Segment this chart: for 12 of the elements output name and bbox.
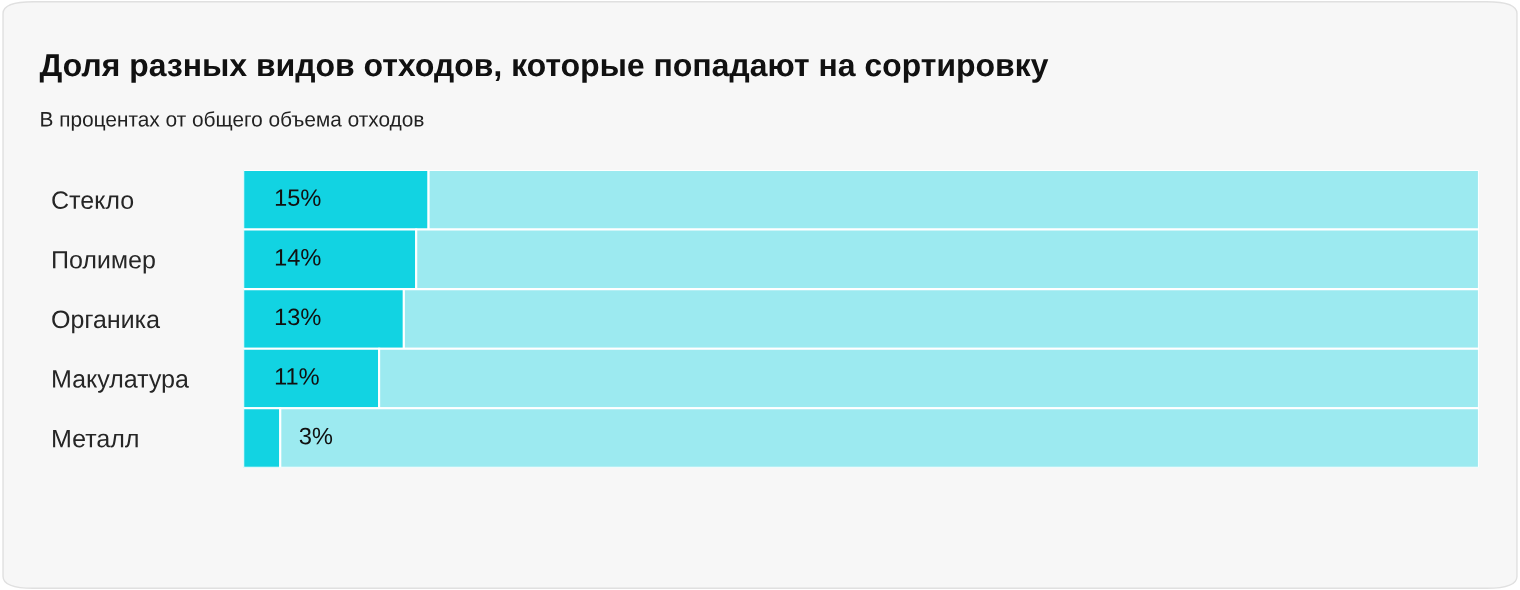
data-label: 3%: [299, 427, 333, 445]
y-tick-label: Макулатура: [53, 370, 189, 393]
data-label: 15%: [275, 189, 321, 207]
y-tick-label: Полимер: [53, 251, 155, 274]
y-tick-label: Стекло: [52, 191, 134, 210]
chart-subtitle: В процентах от общего объема отходов: [41, 111, 424, 131]
data-label: 11%: [275, 368, 319, 385]
data-label: 14%: [275, 249, 321, 266]
y-tick-label: Органика: [52, 310, 161, 334]
data-label: 13%: [275, 308, 321, 326]
y-tick-label: Металл: [53, 429, 138, 448]
chart-title: Доля разных видов отходов, которые попадают на сортировку: [39, 54, 1049, 83]
